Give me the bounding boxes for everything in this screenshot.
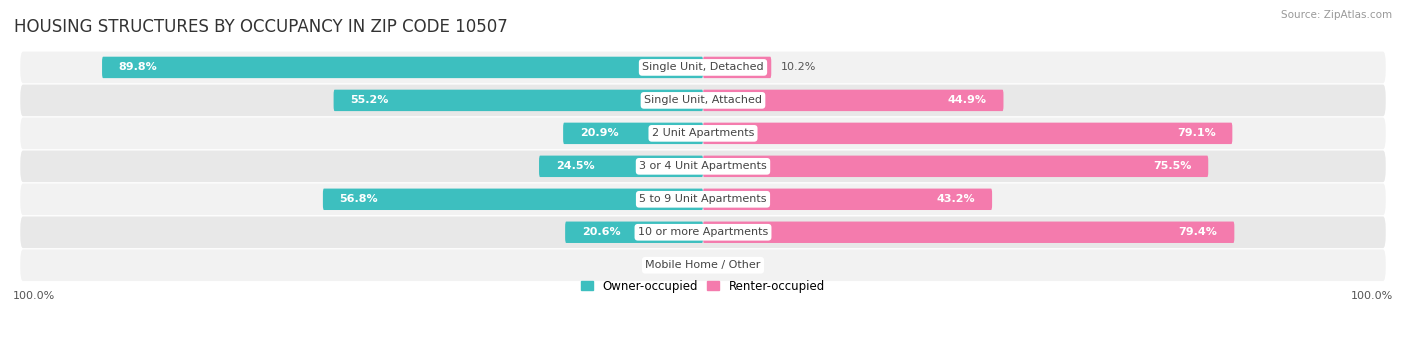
- Text: 24.5%: 24.5%: [555, 161, 595, 171]
- FancyBboxPatch shape: [564, 123, 703, 144]
- Text: Source: ZipAtlas.com: Source: ZipAtlas.com: [1281, 10, 1392, 20]
- FancyBboxPatch shape: [323, 189, 703, 210]
- FancyBboxPatch shape: [538, 155, 703, 177]
- Text: 44.9%: 44.9%: [948, 95, 987, 105]
- Text: 55.2%: 55.2%: [350, 95, 388, 105]
- Text: 100.0%: 100.0%: [13, 291, 55, 301]
- FancyBboxPatch shape: [703, 123, 1232, 144]
- Text: 100.0%: 100.0%: [1351, 291, 1393, 301]
- Text: 43.2%: 43.2%: [936, 194, 976, 204]
- FancyBboxPatch shape: [20, 85, 1386, 116]
- FancyBboxPatch shape: [20, 118, 1386, 149]
- FancyBboxPatch shape: [703, 90, 1004, 111]
- Text: 10 or more Apartments: 10 or more Apartments: [638, 227, 768, 237]
- Text: Single Unit, Detached: Single Unit, Detached: [643, 62, 763, 72]
- FancyBboxPatch shape: [20, 150, 1386, 182]
- Text: 10.2%: 10.2%: [782, 62, 817, 72]
- Text: 79.1%: 79.1%: [1177, 128, 1216, 138]
- FancyBboxPatch shape: [703, 189, 993, 210]
- Text: 75.5%: 75.5%: [1153, 161, 1191, 171]
- Text: 79.4%: 79.4%: [1178, 227, 1218, 237]
- FancyBboxPatch shape: [703, 57, 772, 78]
- Text: 20.6%: 20.6%: [582, 227, 620, 237]
- Legend: Owner-occupied, Renter-occupied: Owner-occupied, Renter-occupied: [576, 275, 830, 297]
- FancyBboxPatch shape: [20, 51, 1386, 83]
- Text: 2 Unit Apartments: 2 Unit Apartments: [652, 128, 754, 138]
- Text: 5 to 9 Unit Apartments: 5 to 9 Unit Apartments: [640, 194, 766, 204]
- FancyBboxPatch shape: [333, 90, 703, 111]
- Text: 20.9%: 20.9%: [579, 128, 619, 138]
- Text: HOUSING STRUCTURES BY OCCUPANCY IN ZIP CODE 10507: HOUSING STRUCTURES BY OCCUPANCY IN ZIP C…: [14, 18, 508, 36]
- Text: 56.8%: 56.8%: [340, 194, 378, 204]
- FancyBboxPatch shape: [703, 155, 1208, 177]
- FancyBboxPatch shape: [703, 222, 1234, 243]
- Text: 3 or 4 Unit Apartments: 3 or 4 Unit Apartments: [640, 161, 766, 171]
- Text: 89.8%: 89.8%: [118, 62, 157, 72]
- FancyBboxPatch shape: [103, 57, 703, 78]
- FancyBboxPatch shape: [20, 217, 1386, 248]
- FancyBboxPatch shape: [565, 222, 703, 243]
- Text: Single Unit, Attached: Single Unit, Attached: [644, 95, 762, 105]
- FancyBboxPatch shape: [20, 249, 1386, 281]
- FancyBboxPatch shape: [20, 183, 1386, 215]
- Text: Mobile Home / Other: Mobile Home / Other: [645, 260, 761, 270]
